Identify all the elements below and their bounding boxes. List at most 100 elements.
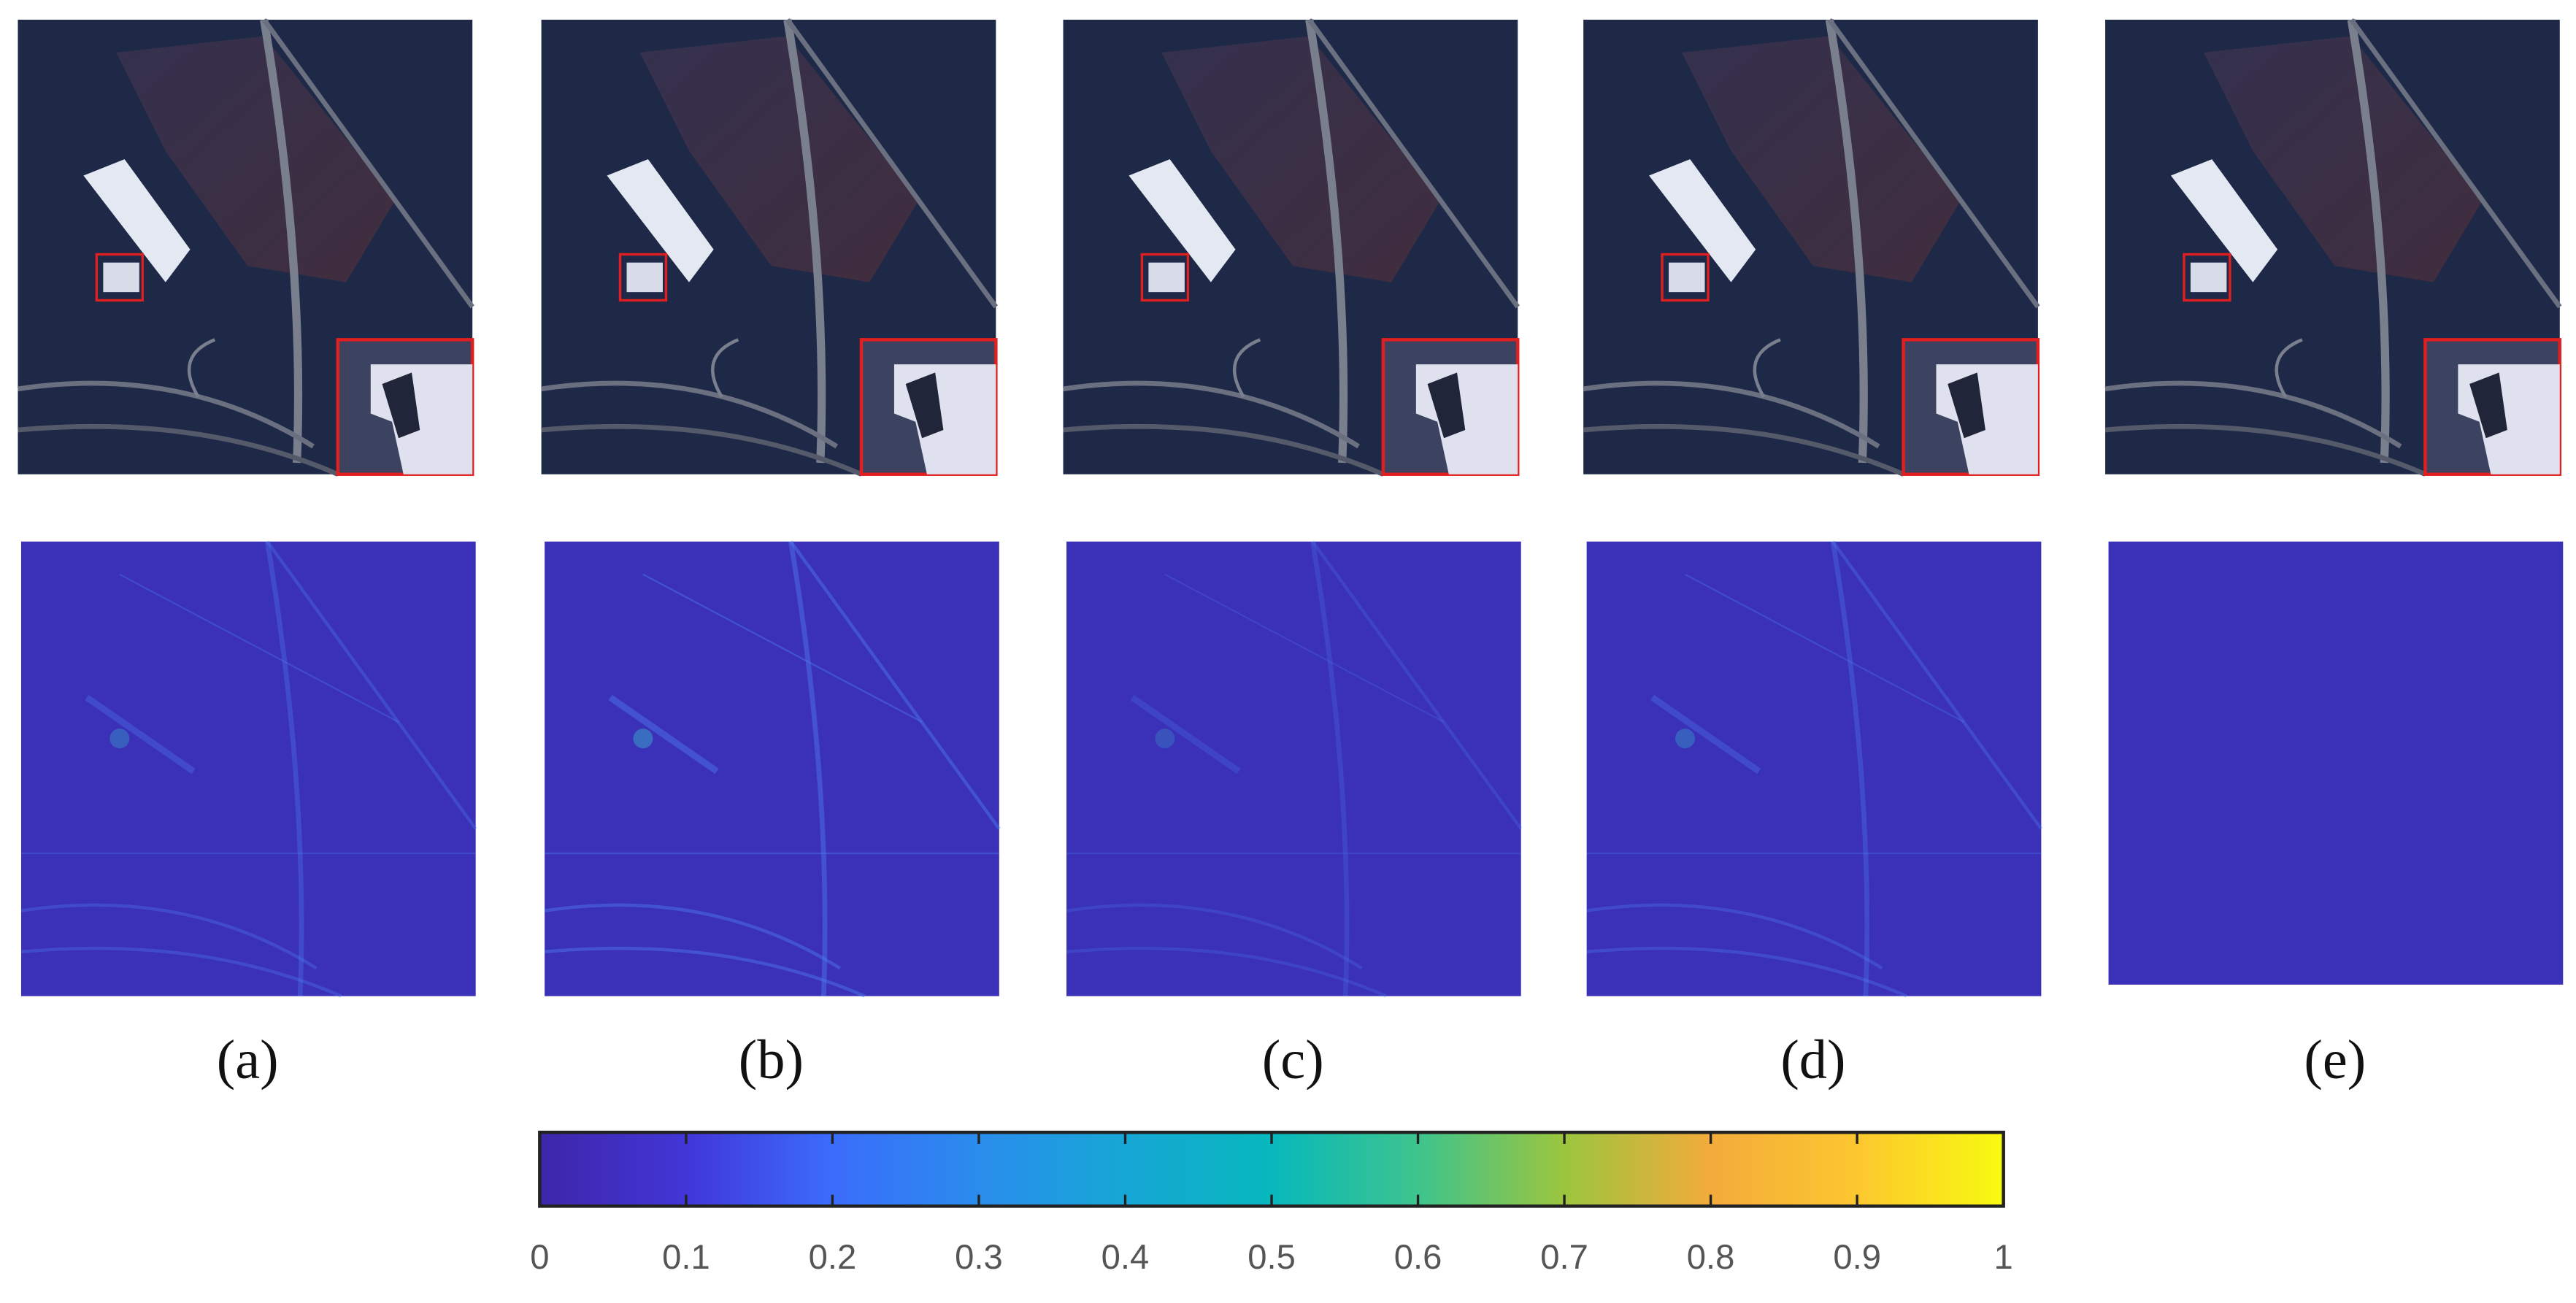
error-edge <box>1650 694 1761 775</box>
error-edge <box>788 541 828 996</box>
field <box>1161 36 1441 282</box>
field <box>2203 36 2483 282</box>
error-map <box>1586 540 2043 998</box>
road-loop <box>711 338 739 399</box>
error-hotspot <box>1155 729 1175 749</box>
error-edge <box>119 573 399 723</box>
building <box>83 159 191 282</box>
colorbar-tick-label: 1 <box>1994 1238 2013 1277</box>
zoom-box <box>1661 253 1710 302</box>
zoom-box <box>2183 253 2231 302</box>
error-edge <box>1310 541 1350 996</box>
road-loop <box>2275 338 2303 399</box>
colorbar <box>538 1130 2005 1208</box>
error-edge <box>264 541 304 996</box>
field <box>1682 36 1961 282</box>
road-loop <box>1232 338 1261 399</box>
building <box>2190 262 2227 293</box>
panel-label: (a) <box>217 1029 279 1091</box>
error-edge <box>544 946 866 998</box>
error-edge <box>1586 946 1907 998</box>
road <box>17 380 315 449</box>
error-edge <box>1311 540 1523 830</box>
building <box>1129 159 1236 282</box>
error-edge <box>1130 694 1241 775</box>
road <box>1583 423 1904 477</box>
error-edge <box>544 903 841 970</box>
error-hotspot <box>1675 729 1696 749</box>
error-edge <box>1830 541 1870 996</box>
error-bg <box>1066 541 1521 996</box>
satellite-image <box>1583 18 2040 477</box>
field <box>639 36 919 282</box>
colorbar-tick-label: 0.4 <box>1101 1238 1150 1277</box>
road <box>1063 380 1360 449</box>
error-edge <box>1066 903 1363 970</box>
inset-shadow <box>905 372 944 439</box>
road <box>541 380 839 449</box>
colorbar-tick-label: 0.7 <box>1540 1238 1588 1277</box>
road <box>541 423 863 477</box>
colorbar-tick-label: 0.5 <box>1247 1238 1296 1277</box>
error-bg <box>2108 541 2564 985</box>
building <box>607 159 714 282</box>
error-edge <box>20 903 318 970</box>
error-map <box>544 540 1001 998</box>
road <box>1307 18 1520 309</box>
zoom-box <box>618 253 668 302</box>
error-edge <box>608 694 719 775</box>
error-map <box>1066 540 1523 998</box>
colorbar-tick-label: 0.6 <box>1394 1238 1442 1277</box>
road-loop <box>187 338 216 399</box>
building <box>626 262 663 293</box>
error-bg <box>1586 541 2042 996</box>
road <box>2349 18 2562 309</box>
colorbar-tick-label: 0 <box>530 1238 549 1277</box>
error-edge <box>1685 573 1965 723</box>
error-edge <box>1586 903 1883 970</box>
panel-label: (c) <box>1262 1029 1324 1091</box>
road-loop <box>1753 338 1781 399</box>
error-map <box>20 540 477 998</box>
building <box>1148 262 1185 293</box>
field <box>116 36 396 282</box>
satellite-image <box>17 18 474 477</box>
road <box>2104 423 2426 477</box>
error-map <box>2108 541 2564 985</box>
error-edge <box>20 946 342 998</box>
road <box>2347 19 2390 464</box>
error-edge <box>642 573 923 723</box>
error-edge <box>789 540 1001 830</box>
error-edge <box>1831 540 2043 830</box>
inset-shadow <box>1948 372 1985 439</box>
error-edge <box>85 694 196 775</box>
road <box>261 18 474 309</box>
road <box>1825 19 1868 464</box>
inset-shadow <box>382 372 420 439</box>
building <box>1669 262 1705 293</box>
colorbar-tick-label: 0.3 <box>955 1238 1003 1277</box>
road <box>783 19 826 464</box>
road <box>785 18 999 309</box>
colorbar-tick-label: 0.1 <box>662 1238 710 1277</box>
road <box>1827 18 2040 309</box>
panel-label: (e) <box>2304 1029 2366 1091</box>
satellite-image <box>2104 18 2562 477</box>
error-hotspot <box>109 729 130 749</box>
building <box>1649 159 1756 282</box>
building <box>2170 159 2278 282</box>
panel-label: (b) <box>739 1029 804 1091</box>
zoom-box <box>1140 253 1190 302</box>
colorbar-tick-label: 0.9 <box>1833 1238 1881 1277</box>
colorbar-tick-label: 0.2 <box>809 1238 857 1277</box>
error-edge <box>1066 946 1388 998</box>
road <box>260 19 303 464</box>
road <box>1063 423 1385 477</box>
colorbar-tick-label: 0.8 <box>1687 1238 1735 1277</box>
road <box>2104 380 2402 449</box>
road <box>1305 19 1348 464</box>
satellite-image <box>541 18 999 477</box>
road <box>18 423 339 477</box>
error-bg <box>20 541 476 996</box>
